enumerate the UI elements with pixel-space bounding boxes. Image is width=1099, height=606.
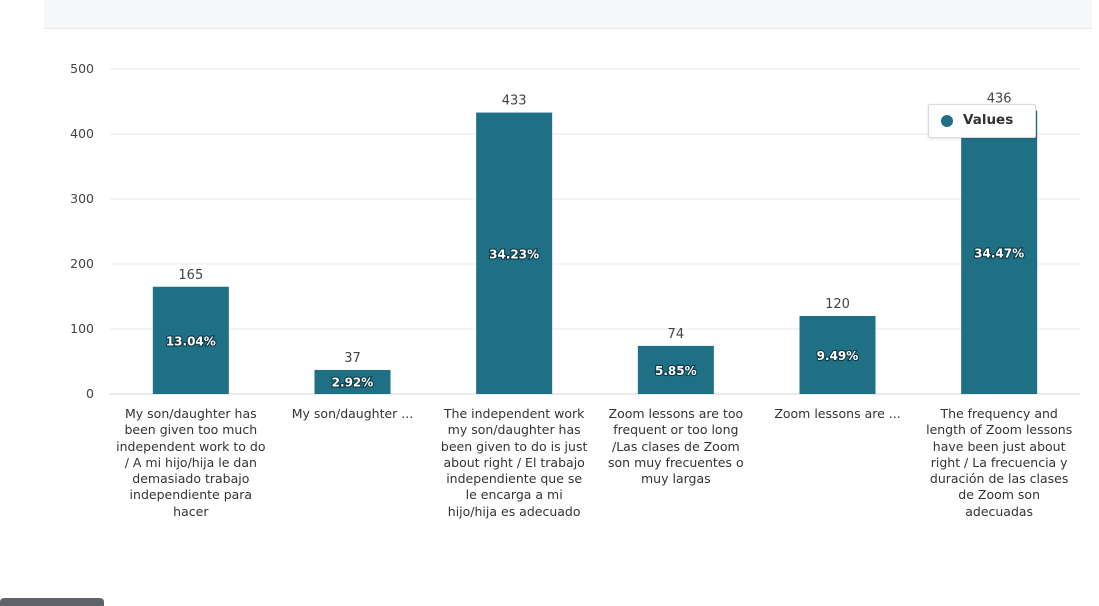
x-axis-category-label: Zoom lessons are ... xyxy=(774,406,901,421)
value-label: 165 xyxy=(178,268,203,283)
value-label: 74 xyxy=(668,327,685,342)
corner-tab xyxy=(0,598,104,606)
y-tick-label: 500 xyxy=(70,61,94,76)
x-axis-category-label: The frequency and length of Zoom lessons… xyxy=(926,406,1073,519)
value-label: 37 xyxy=(344,351,361,366)
chart-header-bar xyxy=(44,0,1092,29)
bar[interactable] xyxy=(961,110,1038,394)
percent-label: 5.85% xyxy=(655,364,697,378)
bars xyxy=(152,110,1038,395)
percent-label: 9.49% xyxy=(817,349,859,363)
legend[interactable]: Values xyxy=(928,104,1036,138)
x-axis-category-label: The independent work my son/daughter has… xyxy=(440,406,588,519)
y-tick-label: 0 xyxy=(86,386,94,401)
percent-label: 2.92% xyxy=(332,375,374,389)
value-label: 120 xyxy=(825,297,850,312)
legend-marker xyxy=(941,115,953,127)
x-axis-category-label: My son/daughter ... xyxy=(291,406,414,421)
x-axis-category-label: My son/daughter has been given too much … xyxy=(116,406,266,519)
bar[interactable] xyxy=(476,112,553,395)
x-axis-category-label: Zoom lessons are too frequent or too lon… xyxy=(608,406,744,487)
bar[interactable] xyxy=(637,345,714,394)
y-tick-label: 200 xyxy=(70,256,94,271)
y-tick-label: 400 xyxy=(70,126,94,141)
value-label: 433 xyxy=(502,94,527,109)
bar[interactable] xyxy=(799,316,876,394)
legend-label: Values xyxy=(963,112,1014,128)
y-axis-ticks: 0 100 200 300 400 500 xyxy=(70,61,94,401)
percent-label: 34.47% xyxy=(974,246,1024,260)
value-label: 436 xyxy=(987,92,1012,107)
y-tick-label: 300 xyxy=(70,191,94,206)
bar[interactable] xyxy=(314,369,391,394)
percent-label: 34.23% xyxy=(489,247,539,261)
gridlines xyxy=(110,68,1080,395)
data-labels: 165 13.04% 37 2.92% 433 34.23% 74 5.85% 120 9.49%… xyxy=(165,92,1026,391)
bar[interactable] xyxy=(152,286,229,394)
y-tick-label: 100 xyxy=(70,321,94,336)
percent-label: 13.04% xyxy=(166,334,216,348)
